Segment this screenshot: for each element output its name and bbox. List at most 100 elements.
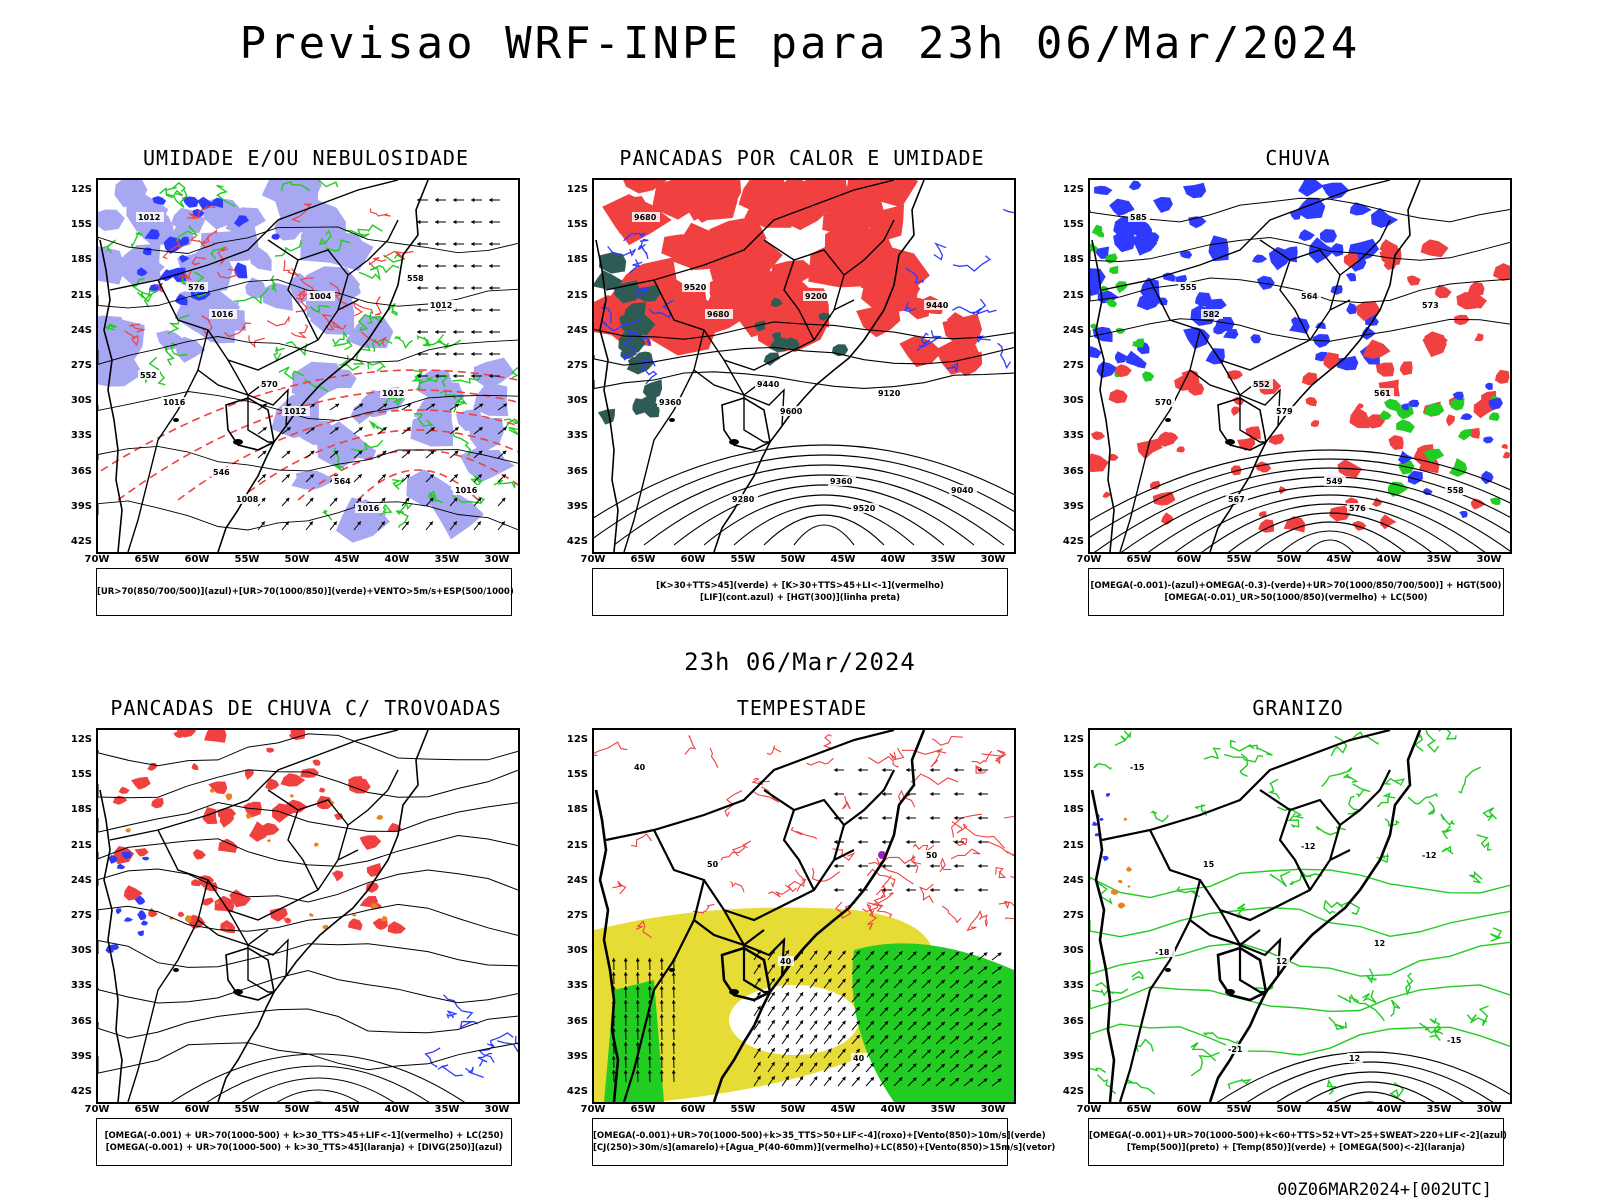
contour-label-bg <box>282 406 310 416</box>
strong-omega-area <box>1449 458 1468 477</box>
wind850-vector-head <box>834 767 838 773</box>
latitude-tick-label: 15S <box>70 769 92 781</box>
low-level-humidity-contour <box>170 342 188 357</box>
temp850-contour <box>1440 813 1455 827</box>
jet-gap <box>729 985 859 1055</box>
thickness-contour <box>282 260 300 277</box>
omega-uplift-area <box>1114 351 1129 364</box>
thunderstorm-area <box>283 917 292 924</box>
low-level-humidity-contour <box>309 304 330 314</box>
wind-vector-head <box>489 219 493 225</box>
wind850-vector-head <box>906 887 910 893</box>
precipitable-water-contour <box>995 749 1006 765</box>
thunderstorm-area <box>202 807 218 825</box>
lagoon <box>729 439 739 445</box>
wind850-vector-head <box>756 1047 761 1052</box>
omega-uplift-area <box>1407 470 1423 485</box>
hail-area <box>1105 793 1111 798</box>
humidity-highlevel-area <box>211 197 223 209</box>
omega-uplift-area <box>1183 327 1210 350</box>
wind850-vector-head <box>813 950 818 955</box>
precip-area <box>1136 438 1163 460</box>
omega-uplift-area <box>1298 180 1324 197</box>
wind850-vector-head <box>870 965 874 969</box>
latitude-tick-label: 33S <box>1062 430 1084 442</box>
contour-label-bg <box>755 379 783 389</box>
wind850-vector-head <box>756 1061 761 1066</box>
latitude-tick-label: 18S <box>70 254 92 266</box>
temp500-contour <box>1334 1091 1406 1102</box>
low-level-humidity-contour <box>510 366 518 379</box>
longitude-tick-label: 35W <box>1426 1104 1452 1115</box>
wind850-area <box>852 943 1014 1102</box>
contour-label: -18 <box>1155 948 1170 957</box>
contour-label: 558 <box>407 274 424 283</box>
wind850-vector-head <box>906 767 910 773</box>
state-border <box>1149 829 1351 922</box>
wind-vector-head <box>381 497 386 502</box>
longitude-tick-label: 55W <box>1226 1104 1252 1115</box>
wind-vector-head <box>501 497 506 502</box>
wind850-vector-head <box>834 887 838 893</box>
wind850-vector-head <box>659 1014 664 1018</box>
hgt500-contour <box>1090 277 1510 304</box>
wind-vector-head <box>502 450 507 455</box>
precip-area <box>1090 431 1105 441</box>
contour-label: 40 <box>634 763 646 772</box>
state-border <box>1259 239 1341 276</box>
showers-area <box>216 901 220 905</box>
humidity-midlevel-area <box>350 399 376 425</box>
wind850-vector-head <box>884 951 889 956</box>
state-border <box>1101 180 1391 291</box>
wind850-vector-head <box>940 979 945 984</box>
precipitable-water-contour <box>1004 815 1014 819</box>
omega-uplift-area <box>1130 218 1152 238</box>
temp850-contour <box>1091 981 1110 997</box>
wind850-vector-head <box>611 1070 616 1074</box>
wind850-vector-head <box>771 1062 775 1066</box>
wind850-vector-head <box>813 1076 818 1081</box>
wind850-vector-head <box>856 1006 860 1011</box>
longitude-tick-label: 65W <box>1126 1104 1152 1115</box>
hgt300-contour <box>594 346 1014 366</box>
wind850-vector-head <box>841 1020 846 1025</box>
strong-omega-area <box>1458 428 1472 441</box>
state-border <box>622 919 695 1102</box>
precipitable-water-contour <box>806 757 834 766</box>
divergence-contour <box>443 994 474 1020</box>
hgt300-contour <box>613 464 1014 546</box>
temp850-contour <box>1239 753 1249 777</box>
wind850-vector-head <box>955 966 959 970</box>
humidity-highlevel-area <box>175 293 188 306</box>
wind850-vector-head <box>841 992 846 997</box>
low-level-humidity-contour <box>338 355 360 371</box>
low-level-humidity-contour <box>274 240 302 257</box>
coastline <box>1091 239 1115 552</box>
divergence-area <box>137 930 144 937</box>
wind-vector-head <box>359 403 364 408</box>
k-tts-area <box>754 320 765 332</box>
thickness-contour <box>351 301 374 317</box>
wind-vector-head <box>358 450 363 455</box>
thunderstorm-area <box>226 843 239 852</box>
wind850-vector-head <box>882 839 886 845</box>
divergence-area <box>115 908 122 915</box>
thunderstorm-area <box>316 795 334 810</box>
coastline <box>595 239 619 552</box>
precip-area <box>1090 453 1109 473</box>
wind850-vector-head <box>954 815 958 821</box>
precip-area <box>1108 453 1119 461</box>
wind-vector-head <box>453 285 457 291</box>
lifted-index-contour <box>946 361 959 374</box>
contour-label: 1016 <box>357 504 380 513</box>
longitude-tick-label: 35W <box>930 554 956 565</box>
forecast-map: -15 15 12 12 -12 -18 -21 -12 12 -15 <box>1088 728 1512 1104</box>
latitude-tick-label: 18S <box>566 254 588 266</box>
latitude-tick-label: 21S <box>70 839 92 851</box>
wind850-vector-head <box>799 1006 804 1011</box>
thunderstorm-area <box>359 835 382 850</box>
longitude-tick-label: 60W <box>184 554 210 565</box>
wind850-vector-head <box>969 1050 974 1055</box>
wind850-vector-head <box>969 994 974 999</box>
wind-vector-head <box>334 450 339 455</box>
